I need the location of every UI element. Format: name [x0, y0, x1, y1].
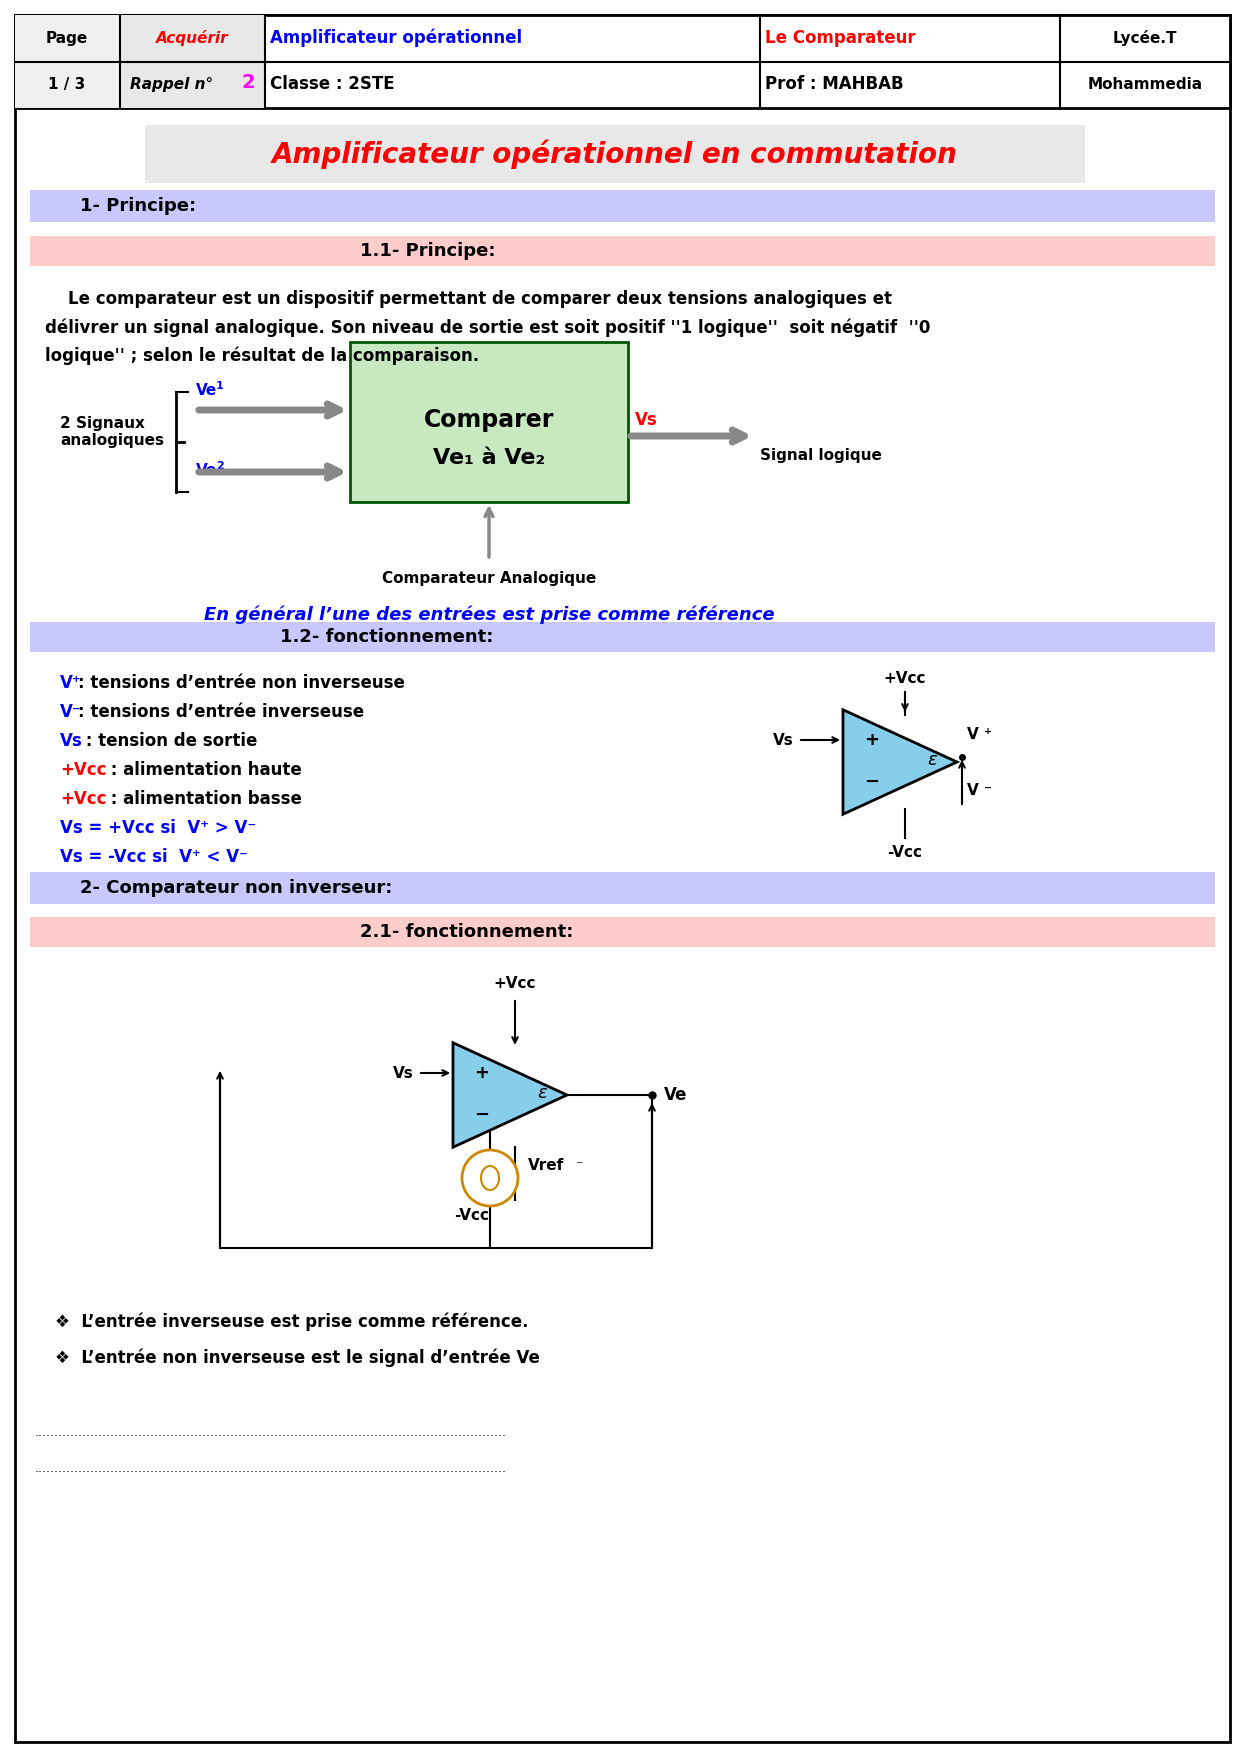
- Text: Rappel n°: Rappel n°: [129, 77, 213, 91]
- Text: délivrer un signal analogique. Son niveau de sortie est soit positif ''1 logique: délivrer un signal analogique. Son nivea…: [45, 318, 930, 337]
- Text: ................................................................................: ........................................…: [35, 1425, 507, 1439]
- FancyBboxPatch shape: [30, 918, 1215, 948]
- Text: 1.1- Principe:: 1.1- Principe:: [360, 242, 496, 260]
- Text: Vs = +Vcc si  V⁺ > V⁻: Vs = +Vcc si V⁺ > V⁻: [60, 820, 256, 837]
- Text: Le comparateur est un dispositif permettant de comparer deux tensions analogique: Le comparateur est un dispositif permett…: [45, 290, 891, 307]
- Polygon shape: [453, 1042, 566, 1148]
- Text: ε: ε: [537, 1085, 547, 1102]
- Text: V ⁺: V ⁺: [967, 727, 992, 742]
- Text: ................................................................................: ........................................…: [35, 1462, 507, 1474]
- FancyBboxPatch shape: [30, 190, 1215, 221]
- Text: Prof : MAHBAB: Prof : MAHBAB: [764, 75, 904, 93]
- Text: +Vcc: +Vcc: [884, 670, 926, 686]
- Text: 2: 2: [242, 72, 255, 91]
- Text: ε: ε: [928, 751, 937, 769]
- Text: V⁻: V⁻: [60, 704, 82, 721]
- FancyBboxPatch shape: [30, 235, 1215, 267]
- Text: : alimentation basse: : alimentation basse: [105, 790, 301, 807]
- Text: -Vcc: -Vcc: [454, 1207, 489, 1223]
- Text: Comparer: Comparer: [423, 407, 554, 432]
- Text: ❖  L’entrée non inverseuse est le signal d’entrée Ve: ❖ L’entrée non inverseuse est le signal …: [55, 1350, 540, 1367]
- FancyBboxPatch shape: [350, 342, 627, 502]
- Text: +Vcc: +Vcc: [494, 976, 537, 990]
- Text: 1 / 3: 1 / 3: [49, 77, 86, 91]
- Text: +Vcc: +Vcc: [60, 790, 107, 807]
- Text: -Vcc: -Vcc: [888, 844, 923, 860]
- Text: Ve: Ve: [195, 383, 217, 397]
- Text: Vs: Vs: [773, 732, 794, 748]
- Text: 2.1- fonctionnement:: 2.1- fonctionnement:: [360, 923, 574, 941]
- Text: : tensions d’entrée inverseuse: : tensions d’entrée inverseuse: [78, 704, 364, 721]
- Text: Page: Page: [46, 30, 88, 46]
- Text: 2 Signaux
analogiques: 2 Signaux analogiques: [60, 416, 164, 448]
- Text: : alimentation haute: : alimentation haute: [105, 762, 301, 779]
- Text: Comparateur Analogique: Comparateur Analogique: [382, 570, 596, 586]
- Text: Classe : 2STE: Classe : 2STE: [270, 75, 395, 93]
- Text: Mohammedia: Mohammedia: [1087, 77, 1203, 91]
- Text: −: −: [474, 1106, 489, 1123]
- Text: 1.2- fonctionnement:: 1.2- fonctionnement:: [280, 628, 493, 646]
- Text: En général l’une des entrées est prise comme référence: En général l’une des entrées est prise c…: [204, 605, 774, 625]
- Text: V⁺: V⁺: [60, 674, 82, 691]
- Text: Ve₁ à Ve₂: Ve₁ à Ve₂: [433, 448, 545, 469]
- FancyBboxPatch shape: [15, 16, 1230, 1743]
- Text: V ⁻: V ⁻: [967, 783, 992, 797]
- Text: Vs: Vs: [635, 411, 657, 428]
- Circle shape: [462, 1150, 518, 1206]
- FancyBboxPatch shape: [30, 621, 1215, 653]
- Text: Amplificateur opérationnel: Amplificateur opérationnel: [270, 28, 522, 47]
- Text: 2: 2: [215, 462, 224, 470]
- Text: Ve: Ve: [664, 1086, 687, 1104]
- Text: Vs = -Vcc si  V⁺ < V⁻: Vs = -Vcc si V⁺ < V⁻: [60, 848, 248, 865]
- Text: Vref: Vref: [528, 1158, 564, 1174]
- Text: −: −: [864, 772, 879, 792]
- Text: +: +: [864, 732, 879, 749]
- Text: 1: 1: [215, 381, 224, 391]
- Text: +Vcc: +Vcc: [60, 762, 107, 779]
- FancyBboxPatch shape: [15, 16, 120, 109]
- Text: Vs: Vs: [393, 1065, 413, 1081]
- Text: : tensions d’entrée non inverseuse: : tensions d’entrée non inverseuse: [78, 674, 405, 691]
- FancyBboxPatch shape: [144, 125, 1084, 183]
- Text: Lycée.T: Lycée.T: [1113, 30, 1178, 46]
- Text: ❖  L’entrée inverseuse est prise comme référence.: ❖ L’entrée inverseuse est prise comme ré…: [55, 1313, 528, 1332]
- Text: logique'' ; selon le résultat de la comparaison.: logique'' ; selon le résultat de la comp…: [45, 346, 479, 365]
- Text: ⁻: ⁻: [575, 1158, 583, 1172]
- FancyBboxPatch shape: [120, 16, 265, 109]
- Text: Acquérir: Acquérir: [156, 30, 228, 46]
- Text: : tension de sortie: : tension de sortie: [80, 732, 258, 749]
- Text: +: +: [474, 1064, 489, 1083]
- Text: Le Comparateur: Le Comparateur: [764, 30, 915, 47]
- Text: Amplificateur opérationnel en commutation: Amplificateur opérationnel en commutatio…: [273, 139, 957, 168]
- Polygon shape: [843, 709, 957, 814]
- Text: Signal logique: Signal logique: [759, 448, 881, 463]
- Text: Ve: Ve: [195, 463, 217, 477]
- Text: Vs: Vs: [60, 732, 82, 749]
- FancyBboxPatch shape: [15, 16, 1230, 109]
- FancyBboxPatch shape: [30, 872, 1215, 904]
- Text: 2- Comparateur non inverseur:: 2- Comparateur non inverseur:: [80, 879, 392, 897]
- Text: 1- Principe:: 1- Principe:: [80, 197, 197, 216]
